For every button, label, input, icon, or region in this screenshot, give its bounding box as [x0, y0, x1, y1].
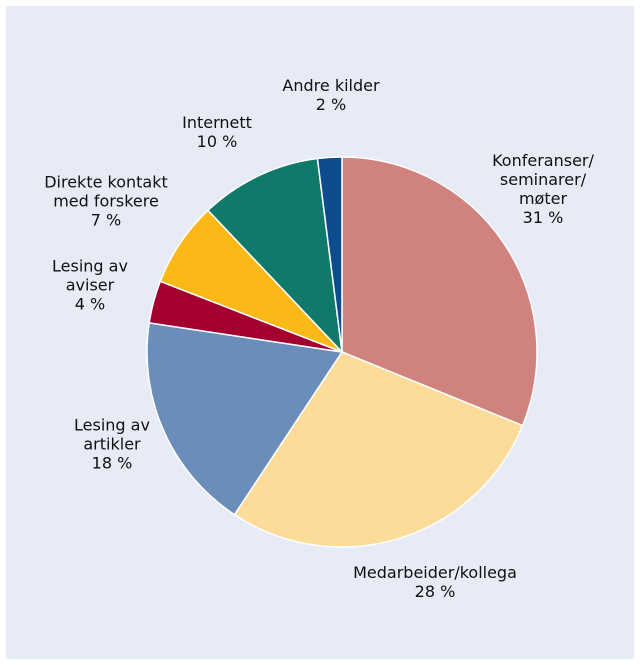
slice-category-label: Internett — [182, 113, 252, 132]
pie-slice — [233, 351, 524, 548]
slice-value-label: 18 % — [92, 454, 133, 473]
slice-category-label: Andre kilder — [282, 76, 380, 95]
slice-value-label: 2 % — [316, 95, 346, 114]
slice-value-label: 7 % — [91, 211, 121, 230]
pie-slice — [207, 157, 343, 353]
slice-category-label: Lesing av — [74, 416, 150, 435]
slice-category-label: aviser — [66, 276, 115, 295]
slice-value-label: 31 % — [523, 208, 564, 227]
slice-category-label: Konferanser/ — [492, 151, 594, 170]
slice-value-label: 10 % — [197, 132, 238, 151]
slice-category-label: Lesing av — [52, 257, 128, 276]
slice-category-label: artikler — [83, 435, 141, 454]
slice-category-label: møter — [519, 189, 567, 208]
pie-slice — [341, 156, 538, 427]
slice-category-label: med forskere — [53, 192, 159, 211]
pie-slice — [316, 156, 343, 353]
slice-category-label: seminarer/ — [500, 170, 587, 189]
slice-value-label: 4 % — [75, 295, 105, 314]
slice-value-label: 28 % — [415, 582, 456, 601]
slice-category-label: Medarbeider/kollega — [353, 563, 517, 582]
slice-category-label: Direkte kontakt — [44, 173, 168, 192]
pie-slice — [146, 322, 343, 516]
